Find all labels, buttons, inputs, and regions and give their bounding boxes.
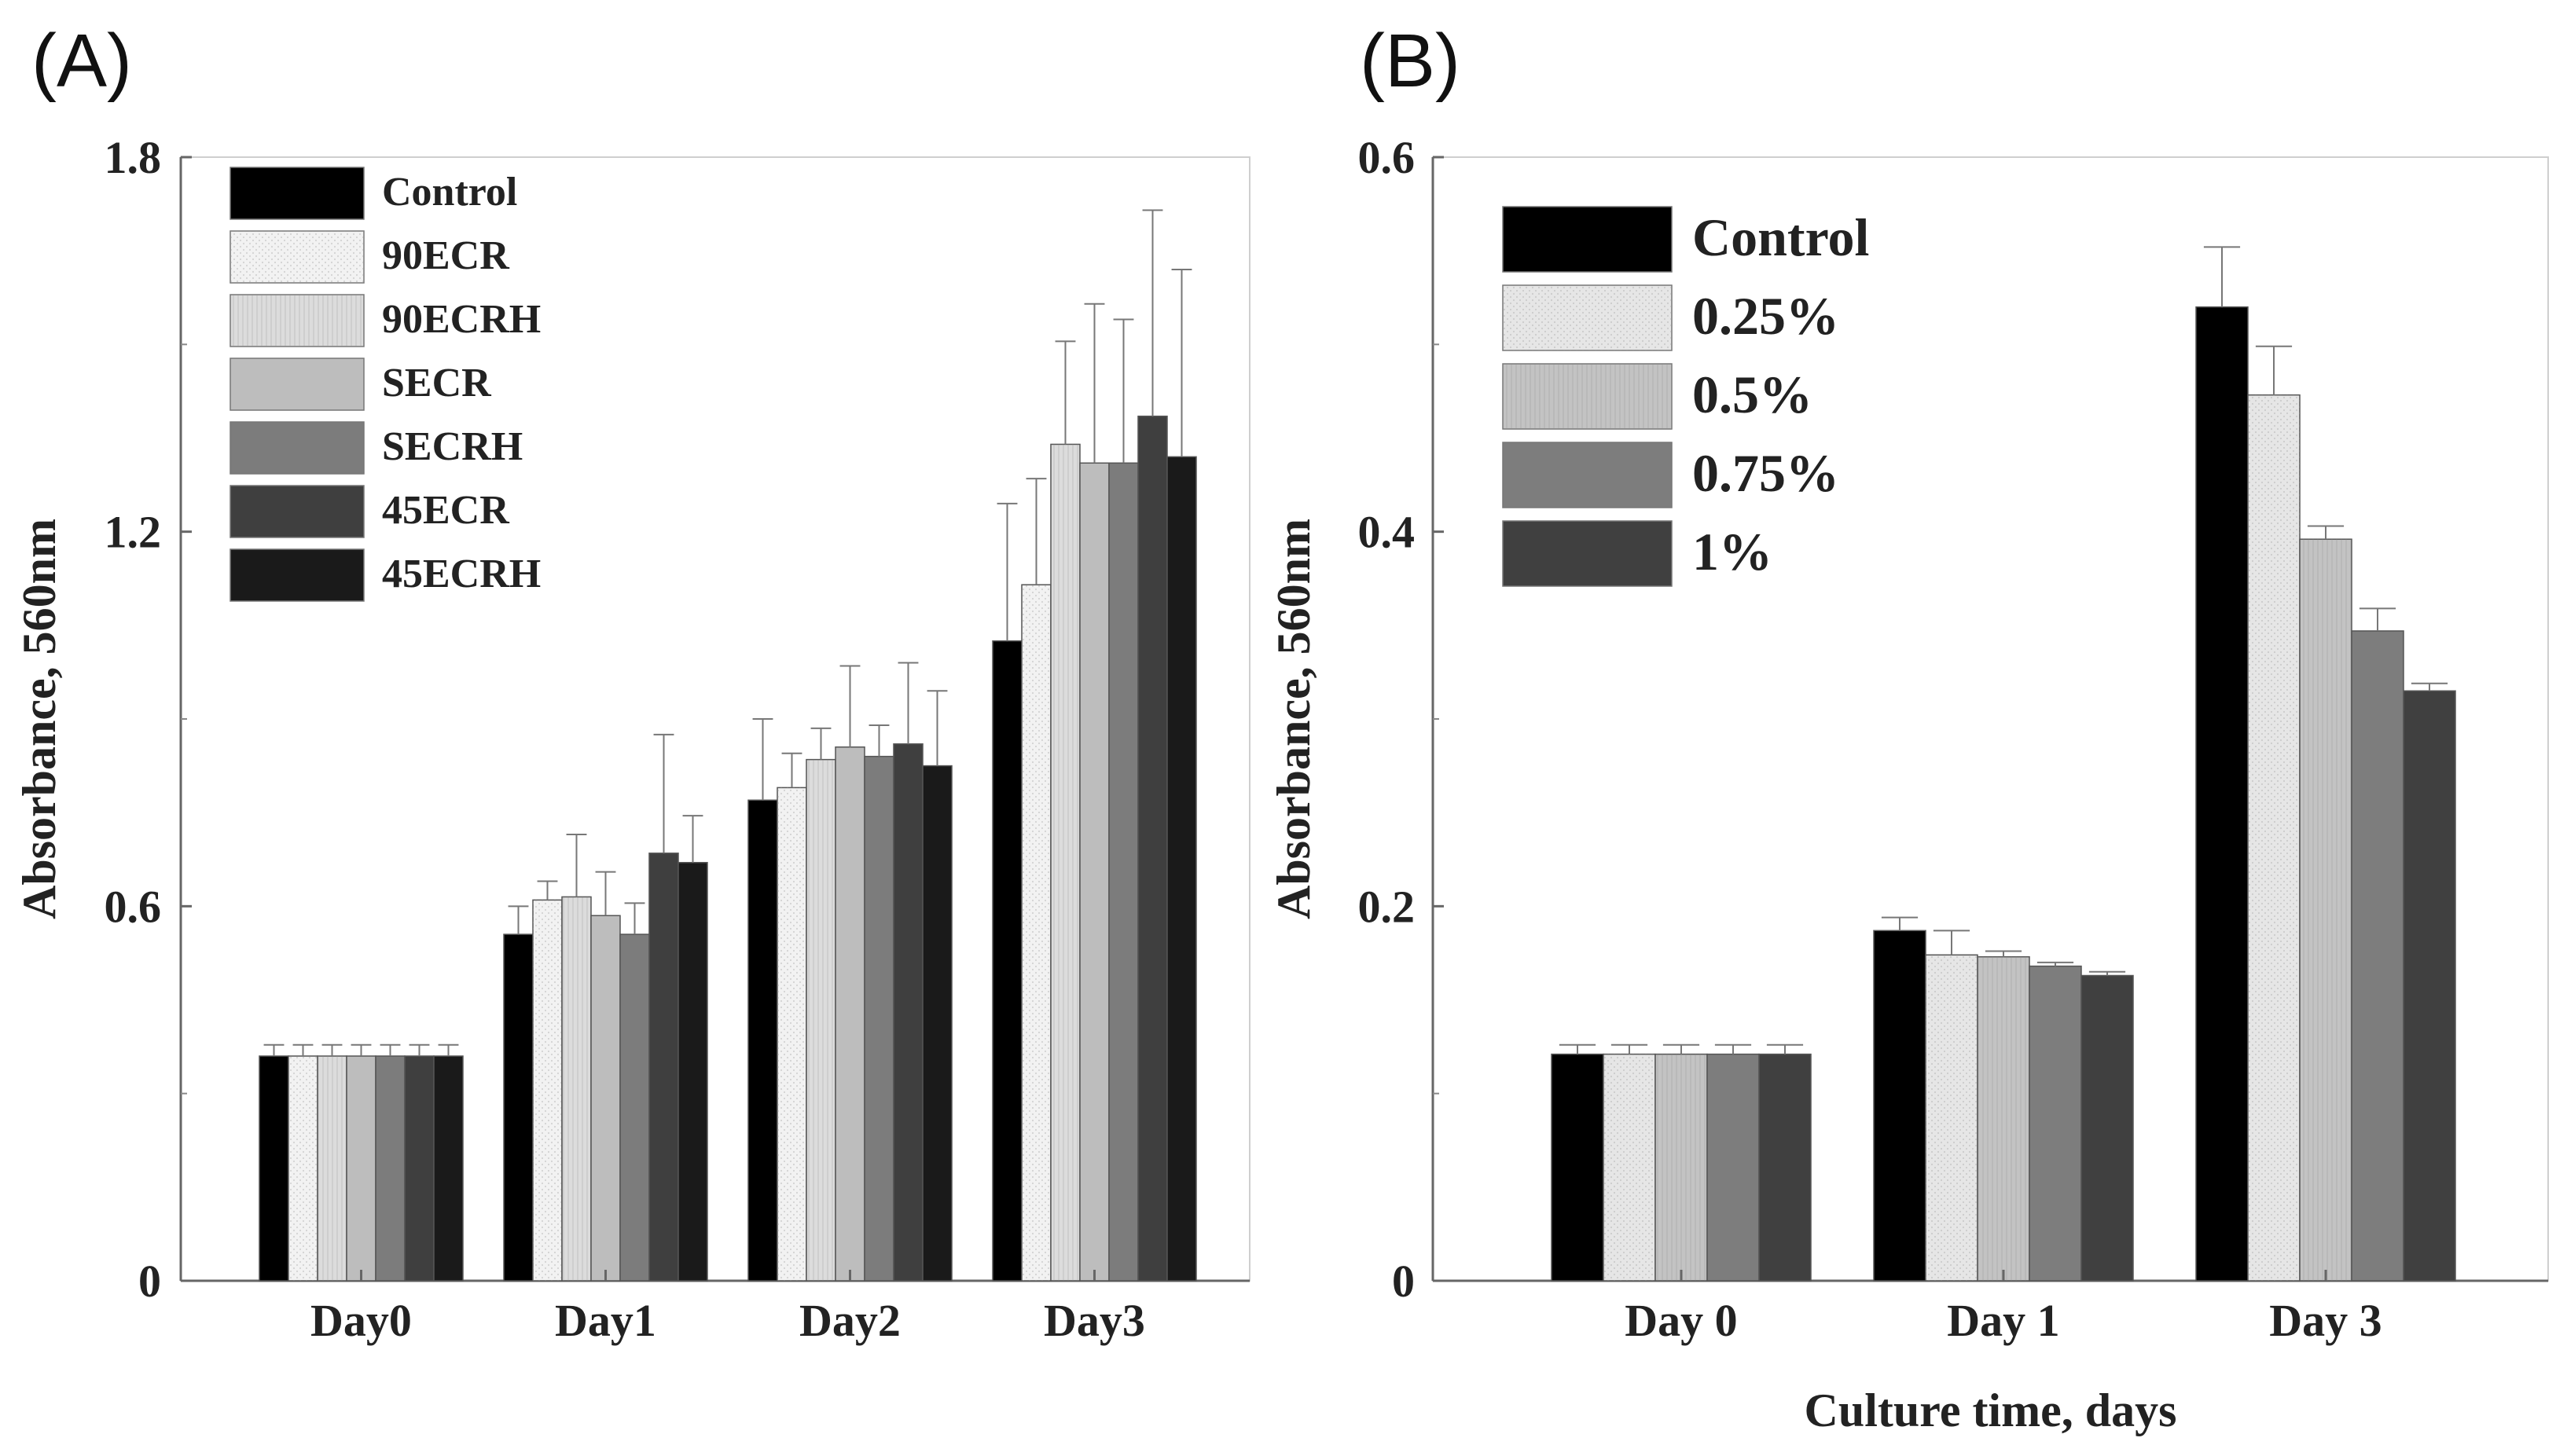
legend-label-b: Control [1692,207,1869,267]
legend-label-a: SECR [382,361,492,405]
bar-texture-b [1926,955,1978,1281]
y-axis-title-a: Absorbance, 560nm [13,519,65,919]
legend-label-a: 45ECR [382,488,510,533]
bar-a-Control [992,640,1023,1282]
bar-b-0.75% [1706,1053,1760,1282]
bar-a-45ECR [404,1055,435,1282]
bar-a-SECR [346,1055,376,1282]
bar-texture-a [806,759,835,1281]
panel-a-label: (A) [31,19,132,103]
bar-b-0.75% [2029,965,2082,1282]
bar-b-Control [1873,930,1926,1282]
bar-a-SECR [1079,462,1110,1282]
x-tick-label-a: Day1 [555,1295,656,1346]
bar-a-SECR [590,915,621,1282]
legend-label-a: SECRH [382,424,523,469]
legend-swatch-a [230,421,365,475]
bar-a-SECRH [864,755,894,1282]
bar-a-45ECR [648,853,679,1282]
y-tick-label-a: 1.8 [105,132,162,183]
bar-texture-b [1655,1054,1707,1281]
bar-texture-b [1978,956,2029,1281]
legend-swatch-b [1502,206,1673,273]
legend-label-a: 90ECRH [382,297,541,342]
bar-a-45ECRH [922,765,953,1282]
bar-b-Control [2195,306,2249,1282]
bar-b-0.75% [2351,630,2404,1282]
bar-a-Control [503,933,534,1282]
bar-b-Control [1551,1053,1604,1282]
y-tick-label-a: 1.2 [105,507,162,558]
bar-a-SECRH [375,1055,406,1282]
bar-a-45ECRH [1166,456,1197,1282]
legend-swatch-texture-a [230,231,364,283]
legend-label-a: Control [382,170,517,215]
y-tick-label-a: 0.6 [105,881,162,932]
legend-swatch-texture-b [1503,364,1672,429]
y-tick-label-b: 0 [1392,1256,1415,1307]
legend-swatch-texture-a [230,295,364,347]
legend-label-a: 45ECRH [382,552,541,596]
legend-label-b: 0.75% [1692,443,1839,503]
bar-texture-b [2300,539,2352,1281]
panel-b-label: (B) [1360,19,1460,103]
bar-a-45ECRH [433,1055,464,1282]
x-tick-label-a: Day0 [310,1295,412,1346]
bar-texture-a [1022,585,1051,1281]
bar-texture-a [1051,444,1080,1281]
legend-swatch-b [1502,520,1673,587]
legend-swatch-a [230,548,365,602]
x-tick-label-a: Day2 [799,1295,901,1346]
bar-texture-b [1603,1054,1655,1281]
bar-a-SECR [835,746,865,1282]
x-tick-label-b: Day 1 [1947,1295,2059,1346]
legend-swatch-b [1502,442,1673,508]
legend-swatch-a [230,485,365,538]
bar-texture-a [562,897,591,1281]
bar-b-1% [2403,690,2456,1282]
bar-a-45ECRH [678,861,708,1282]
legend-label-b: 0.25% [1692,286,1839,346]
panel-a-chart: (A) 0 0.6 1.2 1.8 Absorbance, 560nm Day0 Day1 Da… [13,19,1250,1346]
bar-texture-a [533,900,562,1281]
bar-texture-a [288,1056,318,1281]
legend-label-b: 1% [1692,522,1772,581]
bar-a-Control [259,1055,289,1282]
bar-a-SECRH [1108,462,1139,1282]
bar-texture-a [318,1056,347,1281]
legend-swatch-a [230,167,365,220]
y-axis-title-b: Absorbance, 560nm [1268,519,1320,919]
bar-b-1% [2080,974,2134,1282]
bar-a-SECRH [619,933,650,1282]
bar-texture-a [777,787,806,1281]
legend-swatch-texture-b [1503,285,1672,350]
legend-swatch-a [230,358,365,411]
y-tick-label-a: 0 [138,1256,161,1307]
x-tick-label-b: Day 3 [2269,1295,2382,1346]
bar-texture-b [2248,394,2300,1281]
panel-b-chart: (B) 0 0.2 0.4 0.6 Absorbance, 560nm Day 0 Day 1… [1268,19,2549,1436]
x-axis-title-b: Culture time, days [1805,1384,2177,1436]
y-tick-label-b: 0.2 [1358,881,1416,932]
y-tick-label-b: 0.6 [1358,132,1416,183]
x-tick-label-a: Day3 [1044,1295,1145,1346]
x-tick-label-b: Day 0 [1625,1295,1737,1346]
y-tick-label-b: 0.4 [1358,507,1416,558]
legend-label-b: 0.5% [1692,365,1812,424]
bar-a-Control [747,799,778,1282]
legend-label-a: 90ECR [382,233,510,278]
bar-b-1% [1758,1053,1812,1282]
bar-a-45ECR [893,743,924,1282]
bar-a-45ECR [1137,415,1168,1282]
